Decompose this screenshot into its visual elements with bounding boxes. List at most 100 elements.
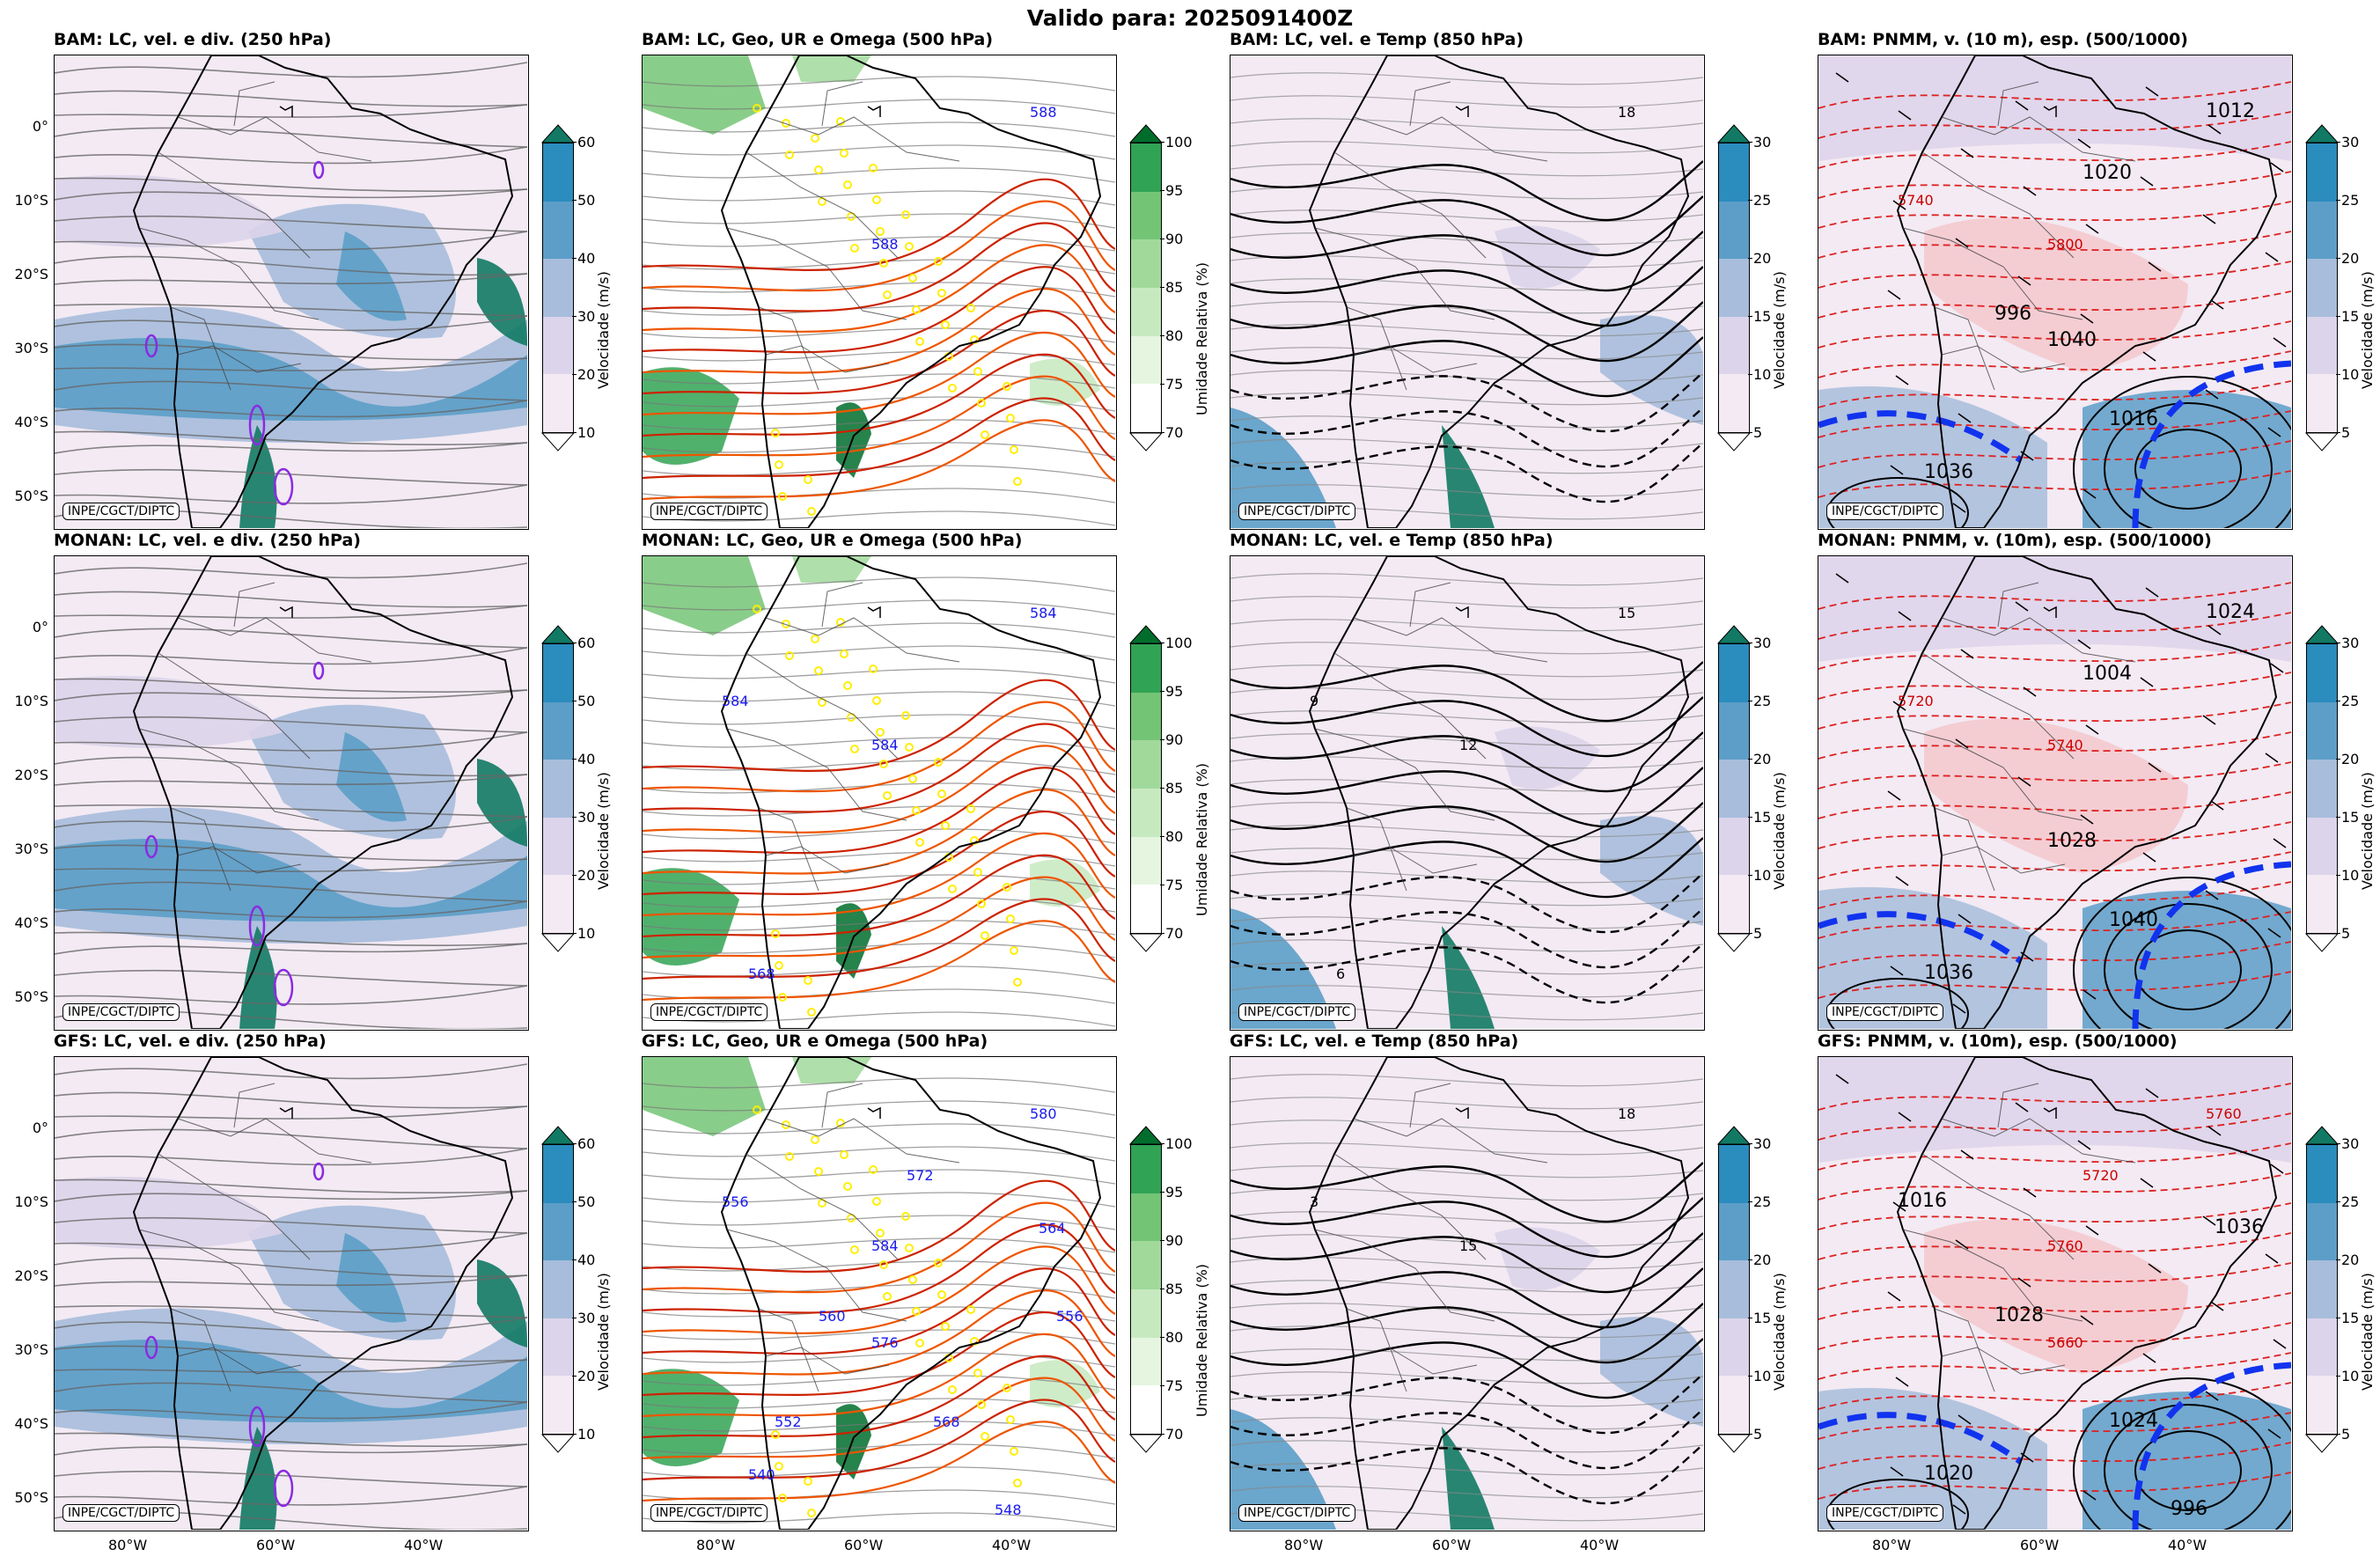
streamline <box>643 259 1115 275</box>
contour-label: 1004 <box>2082 663 2132 685</box>
omega-contour <box>804 475 812 484</box>
y-tick-label: 10°S <box>14 192 48 209</box>
streamline <box>55 1091 527 1109</box>
omega-contour <box>775 1462 783 1471</box>
contour-label: 584 <box>871 1237 899 1254</box>
colorbar-tick-label: 30 <box>1747 1135 1772 1152</box>
omega-contour <box>973 367 982 376</box>
humidity-area <box>643 556 766 635</box>
panel-title: MONAN: LC, vel. e Temp (850 hPa) <box>1230 531 1554 550</box>
streamline <box>643 1237 1115 1253</box>
country-border <box>138 227 320 320</box>
streamline <box>55 678 527 694</box>
streamline <box>55 1257 527 1278</box>
wind-speed-area <box>1495 225 1600 289</box>
isobar <box>2134 929 2242 1010</box>
omega-contour <box>771 929 780 938</box>
contour-label: 572 <box>907 1167 934 1184</box>
colorbar-segment <box>543 259 573 317</box>
jet-speed-band <box>55 839 527 922</box>
contour-label: 1016 <box>1898 1190 1947 1212</box>
streamline <box>643 1077 1115 1093</box>
country-border <box>1934 306 1995 391</box>
wind-barb <box>2205 389 2219 400</box>
x-tick-label: 80°W <box>108 1537 148 1553</box>
streamline <box>643 622 1115 638</box>
omega-contour <box>785 151 794 159</box>
colorbar-segment <box>1131 1385 1161 1434</box>
wind-barb <box>2273 337 2287 348</box>
geopotential-contour <box>643 832 1115 917</box>
wind-speed-area <box>1924 718 2188 873</box>
wind-barb <box>1955 738 1969 749</box>
y-tick-label: 10°S <box>14 693 48 709</box>
geopotential-contour <box>643 309 1115 395</box>
omega-contour <box>908 775 917 783</box>
streamline <box>55 628 527 649</box>
divergence-contour <box>312 160 325 180</box>
streamline <box>1230 1234 1703 1247</box>
country-border <box>1934 807 1995 892</box>
temperature-contour <box>1230 872 1703 934</box>
colorbar-label: Umidade Relativa (%) <box>1194 762 1210 916</box>
temperature-contour <box>1230 195 1703 257</box>
geopotential-contour <box>643 1311 1115 1397</box>
coastline <box>720 1057 1102 1530</box>
thickness-contour <box>1818 201 2291 229</box>
wind-barb <box>2015 100 2029 111</box>
omega-contour <box>883 290 892 299</box>
wind-barb <box>2145 1088 2159 1098</box>
colorbar-tick-label: 30 <box>1747 134 1772 151</box>
streamline <box>55 1401 527 1420</box>
streamline <box>643 99 1115 114</box>
colorbar-ramp <box>1718 1144 1750 1435</box>
wind-barb <box>2145 587 2159 598</box>
colorbar-segment <box>543 1318 573 1377</box>
omega-contour <box>778 1494 787 1502</box>
omega-contour <box>1006 914 1015 923</box>
colorbar-segment <box>1719 259 1749 317</box>
colorbar-tick-label: 30 <box>1747 635 1772 651</box>
y-tick-label: 40°S <box>14 1415 48 1432</box>
geopotential-contour <box>643 1355 1115 1439</box>
country-border <box>1314 728 1495 821</box>
temperature-contour <box>1230 1303 1703 1364</box>
streamline <box>55 1128 527 1149</box>
colorbar-ramp <box>1130 1144 1162 1435</box>
country-border <box>138 728 320 821</box>
wind-barb <box>2145 86 2159 97</box>
credit-label: INPE/CGCT/DIPTC <box>62 503 180 520</box>
colorbar-tick-label: 10 <box>571 925 596 942</box>
geopotential-contour <box>643 244 1115 333</box>
colorbar-segment <box>1719 817 1749 876</box>
wind-speed-area <box>1924 1219 2188 1374</box>
streamline <box>55 1382 527 1403</box>
colorbar-segment <box>543 760 573 818</box>
geopotential-contour <box>643 1399 1115 1481</box>
divergence-contour <box>248 1406 266 1448</box>
colorbar-tick-label: 5 <box>2335 1426 2351 1443</box>
colorbar-max-arrow <box>1128 1126 1164 1145</box>
streamline <box>1230 232 1703 246</box>
wind-speed-area <box>1600 315 1703 425</box>
wind-barb <box>1835 72 1849 83</box>
country-border <box>765 617 960 663</box>
streamline <box>55 1179 527 1194</box>
omega-contour <box>1003 883 1011 892</box>
colorbar-max-arrow <box>540 1126 576 1145</box>
wind-speed-area <box>1600 1317 1703 1427</box>
contour-label: 588 <box>1030 104 1057 121</box>
coastline-detail <box>867 606 881 618</box>
colorbar-segment <box>1131 191 1161 240</box>
country-border <box>758 1308 819 1392</box>
colorbar-ramp <box>1130 143 1162 433</box>
colorbar-tick-label: 20 <box>571 366 596 383</box>
streamline <box>1230 1074 1703 1087</box>
colorbar-tick-label: 10 <box>571 1426 596 1443</box>
country-border <box>177 116 372 162</box>
omega-contour <box>1010 445 1018 454</box>
streamline <box>643 668 1115 684</box>
wind-barb <box>1887 790 1901 801</box>
omega-contour <box>901 1212 910 1221</box>
map-plot <box>55 556 527 1029</box>
